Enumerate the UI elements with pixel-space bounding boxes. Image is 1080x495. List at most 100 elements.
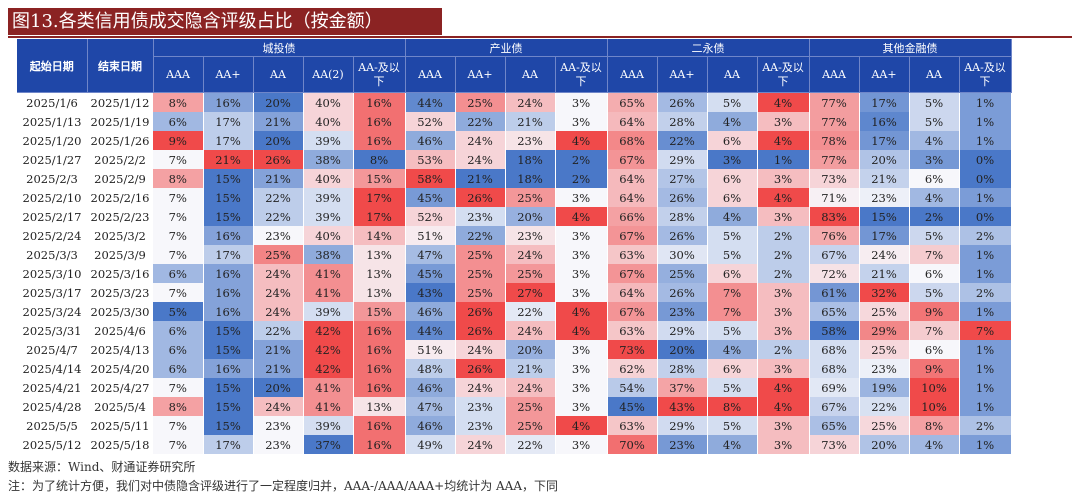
share-cell: 1% (959, 435, 1012, 454)
share-cell: 3% (555, 92, 608, 112)
end-date-header: 结束日期 (87, 39, 154, 93)
share-cell: 8% (707, 397, 758, 416)
share-cell: 68% (607, 131, 658, 150)
share-cell: 4% (555, 321, 608, 340)
rating-header: AA-及以下 (757, 56, 810, 93)
share-cell: 5% (909, 283, 960, 302)
end-date-cell: 2025/2/9 (87, 169, 153, 188)
start-date-cell: 2025/2/17 (17, 207, 87, 226)
share-cell: 29% (657, 416, 708, 435)
table-row: 2025/4/28 2025/5/4 8% 15% 24% 41% 13% 47% 23% 25%… (17, 397, 1012, 416)
share-cell: 16% (353, 359, 406, 378)
share-cell: 4% (757, 188, 810, 207)
share-cell: 6% (909, 340, 960, 359)
share-cell: 30% (657, 245, 708, 264)
share-cell: 6% (707, 131, 758, 150)
share-cell: 4% (757, 378, 810, 397)
share-cell: 22% (455, 226, 506, 245)
share-cell: 23% (455, 397, 506, 416)
share-cell: 4% (555, 207, 608, 226)
share-cell: 19% (859, 378, 910, 397)
share-cell: 21% (859, 169, 910, 188)
share-cell: 26% (253, 150, 304, 169)
share-cell: 5% (707, 245, 758, 264)
share-cell: 43% (657, 397, 708, 416)
share-cell: 17% (203, 112, 254, 131)
share-cell: 6% (153, 264, 204, 283)
share-cell: 63% (607, 245, 658, 264)
rating-header: AA-及以下 (555, 56, 608, 93)
share-cell: 7% (707, 283, 758, 302)
share-cell: 2% (959, 226, 1012, 245)
share-cell: 38% (303, 150, 354, 169)
share-cell: 23% (859, 359, 910, 378)
share-cell: 5% (909, 226, 960, 245)
share-cell: 48% (405, 359, 456, 378)
share-cell: 15% (203, 340, 254, 359)
share-cell: 25% (859, 416, 910, 435)
share-cell: 64% (607, 112, 658, 131)
share-cell: 3% (707, 150, 758, 169)
table-row: 2025/4/14 2025/4/20 6% 16% 21% 42% 16% 48% 26% 21… (17, 359, 1012, 378)
share-cell: 62% (607, 359, 658, 378)
start-date-header: 起始日期 (17, 39, 88, 93)
share-cell: 38% (303, 245, 354, 264)
share-cell: 5% (707, 378, 758, 397)
share-cell: 3% (555, 359, 608, 378)
share-cell: 4% (555, 416, 608, 435)
share-cell: 64% (607, 188, 658, 207)
share-cell: 22% (455, 112, 506, 131)
share-cell: 7% (153, 226, 204, 245)
share-cell: 15% (859, 207, 910, 226)
data-source: 数据来源：Wind、财通证券研究所 (8, 460, 196, 474)
table-row: 2025/2/24 2025/3/2 7% 16% 23% 40% 14% 51% 22% 23%… (17, 226, 1012, 245)
table-row: 2025/3/17 2025/3/23 7% 16% 24% 41% 13% 43% 25% 27… (17, 283, 1012, 302)
rating-header: AA (707, 56, 758, 93)
share-cell: 67% (607, 264, 658, 283)
share-cell: 6% (909, 169, 960, 188)
share-cell: 21% (203, 150, 254, 169)
rating-header: AA(2) (303, 56, 354, 93)
share-cell: 18% (505, 150, 556, 169)
end-date-cell: 2025/4/27 (87, 378, 153, 397)
table-row: 2025/1/6 2025/1/12 8% 16% 20% 40% 16% 44% 25% 24%… (17, 92, 1012, 112)
share-cell: 1% (757, 150, 810, 169)
share-cell: 1% (959, 302, 1012, 321)
share-cell: 1% (959, 359, 1012, 378)
share-cell: 6% (707, 359, 758, 378)
share-cell: 23% (657, 302, 708, 321)
share-cell: 0% (959, 150, 1012, 169)
share-cell: 25% (505, 416, 556, 435)
share-cell: 37% (657, 378, 708, 397)
share-cell: 23% (253, 226, 304, 245)
share-cell: 25% (859, 302, 910, 321)
share-cell: 3% (757, 359, 810, 378)
share-cell: 4% (707, 340, 758, 359)
share-cell: 54% (607, 378, 658, 397)
table-row: 2025/5/5 2025/5/11 7% 15% 23% 39% 16% 46% 23% 25%… (17, 416, 1012, 435)
share-cell: 8% (353, 150, 406, 169)
end-date-cell: 2025/3/30 (87, 302, 153, 321)
share-cell: 23% (657, 435, 708, 454)
share-cell: 13% (353, 397, 406, 416)
share-cell: 4% (555, 131, 608, 150)
share-cell: 46% (405, 378, 456, 397)
share-cell: 3% (555, 283, 608, 302)
share-cell: 63% (607, 416, 658, 435)
share-cell: 1% (959, 264, 1012, 283)
share-cell: 7% (153, 188, 204, 207)
share-cell: 6% (153, 112, 204, 131)
share-cell: 26% (657, 226, 708, 245)
share-cell: 40% (303, 112, 354, 131)
share-cell: 0% (959, 169, 1012, 188)
share-cell: 3% (555, 340, 608, 359)
share-cell: 16% (203, 226, 254, 245)
share-cell: 15% (203, 169, 254, 188)
share-cell: 46% (405, 416, 456, 435)
share-cell: 6% (707, 188, 758, 207)
share-cell: 68% (809, 340, 860, 359)
end-date-cell: 2025/5/18 (87, 435, 153, 454)
share-cell: 1% (959, 340, 1012, 359)
share-cell: 64% (607, 169, 658, 188)
share-cell: 43% (405, 283, 456, 302)
